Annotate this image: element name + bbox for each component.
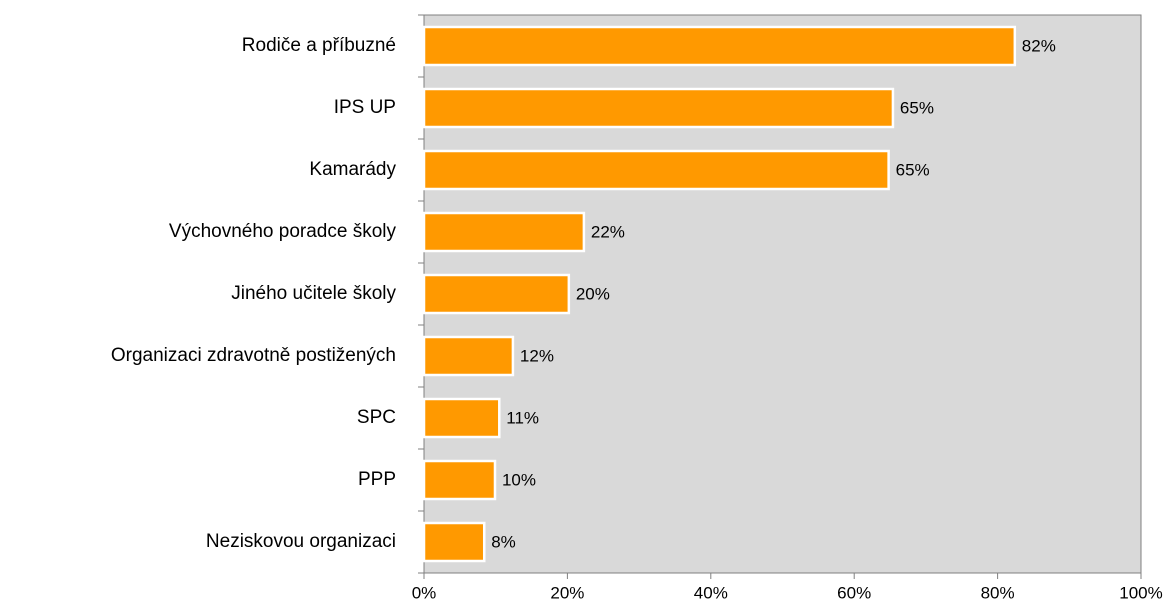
bar	[422, 149, 890, 191]
data-label: 65%	[896, 160, 930, 179]
bar	[422, 459, 497, 501]
y-tick-label: Neziskovou organizaci	[206, 531, 396, 552]
y-tick-label: Rodiče a příbuzné	[242, 35, 396, 56]
x-tick-label: 40%	[694, 583, 728, 602]
bar	[422, 397, 501, 439]
data-label: 65%	[900, 98, 934, 117]
bar	[422, 211, 586, 253]
bar	[422, 521, 486, 563]
bar	[422, 273, 571, 315]
x-tick-label: 60%	[837, 583, 871, 602]
x-tick-label: 0%	[412, 583, 437, 602]
data-label: 11%	[506, 408, 539, 427]
x-tick-label: 20%	[550, 583, 584, 602]
y-tick-label: IPS UP	[334, 97, 396, 118]
y-tick-label: Jiného učitele školy	[231, 283, 396, 304]
y-tick-label: Výchovného poradce školy	[169, 221, 397, 242]
data-label: 22%	[591, 222, 625, 241]
y-tick-label: SPC	[357, 407, 396, 428]
x-tick-label: 100%	[1119, 583, 1162, 602]
bar	[422, 335, 515, 377]
data-label: 12%	[520, 346, 554, 365]
y-tick-label: PPP	[358, 469, 396, 490]
bar	[422, 87, 895, 129]
y-tick-label: Organizaci zdravotně postižených	[111, 345, 396, 366]
data-label: 8%	[491, 532, 516, 551]
y-tick-label: Kamarády	[309, 159, 396, 180]
bar	[422, 25, 1017, 67]
data-label: 82%	[1022, 36, 1056, 55]
x-tick-label: 80%	[981, 583, 1015, 602]
data-label: 20%	[576, 284, 610, 303]
data-label: 10%	[502, 470, 536, 489]
